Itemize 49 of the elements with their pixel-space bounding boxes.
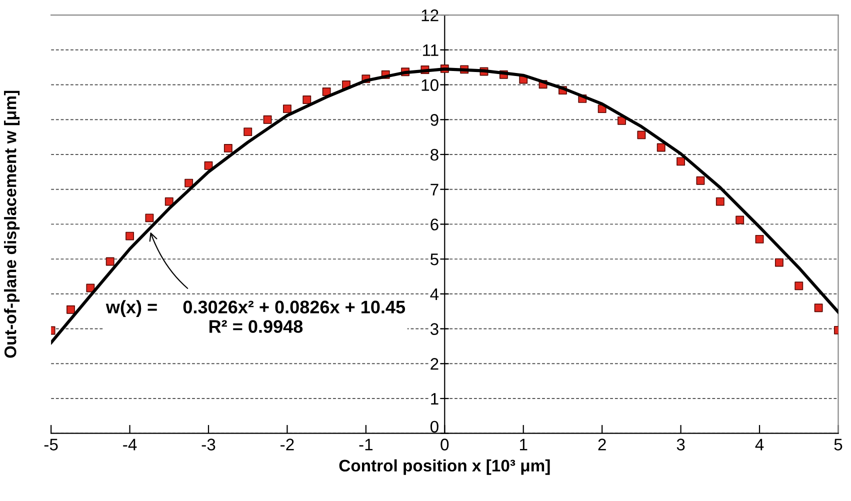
point: [696, 176, 705, 185]
point: [755, 234, 764, 244]
point: [814, 304, 823, 312]
x-tick-label: 0: [440, 438, 449, 450]
point: [244, 128, 252, 136]
point: [794, 282, 804, 290]
y-axis-title: Out-of-plane displacement w [μm]: [4, 90, 20, 358]
x-tick-label: -3: [202, 438, 216, 450]
y-tick-label: 5: [430, 254, 438, 266]
y-tick-label: 4: [430, 288, 439, 300]
point: [145, 214, 154, 222]
y-tick-label: 2: [430, 358, 438, 370]
point: [66, 305, 75, 314]
x-tick-label: -5: [44, 438, 58, 450]
x-tick-label: 4: [755, 438, 764, 450]
point: [618, 116, 626, 125]
y-tick-label: 6: [430, 218, 438, 230]
x-tick-label: 5: [834, 438, 842, 450]
point: [676, 157, 686, 166]
point: [774, 258, 784, 267]
y-tick-label: 1: [431, 393, 438, 405]
y-tick-label: 9: [430, 114, 438, 126]
point: [282, 104, 292, 114]
point: [322, 88, 331, 96]
point: [126, 232, 134, 240]
y-tick-label: 11: [423, 44, 438, 56]
point: [106, 257, 114, 266]
point: [302, 96, 312, 104]
point: [656, 143, 666, 152]
point: [263, 115, 272, 124]
y-tick-label: 0: [430, 420, 438, 433]
x-tick-label: 2: [598, 438, 606, 450]
x-tick-label: -1: [359, 438, 373, 450]
point: [164, 197, 174, 206]
x-tick-label: 3: [676, 438, 685, 450]
x-tick-label: -2: [280, 438, 294, 450]
point: [716, 197, 724, 206]
point: [637, 130, 646, 140]
y-tick-label: 3: [430, 323, 438, 335]
annotation: w(x) = 0.3026x² + 0.0826x + 10.45 R² = 0.9948: [106, 300, 406, 333]
y-tick-label: 10: [422, 79, 438, 91]
point: [736, 216, 744, 224]
x-axis-title: Control position x [10³ μm]: [339, 459, 550, 475]
x-tick-label: 1: [520, 438, 528, 450]
x-tick-label: -4: [123, 438, 137, 450]
y-tick-label: 8: [430, 148, 438, 161]
point: [184, 178, 194, 188]
point: [224, 144, 232, 152]
y-tick-label: 7: [430, 184, 438, 196]
